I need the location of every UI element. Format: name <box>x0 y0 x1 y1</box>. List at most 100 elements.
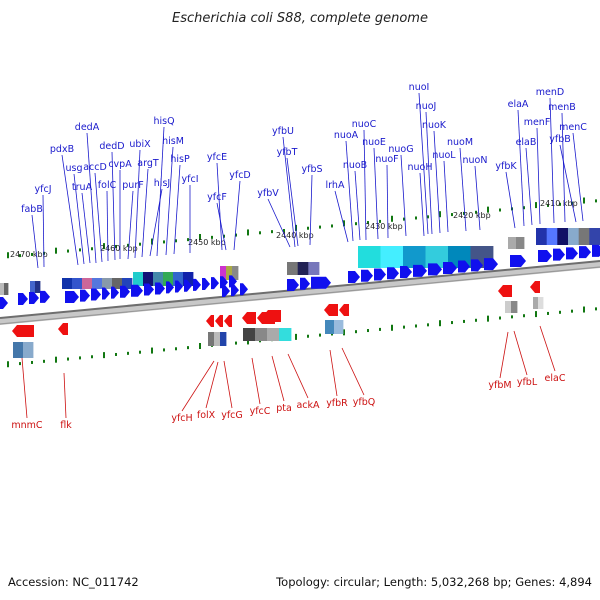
feature-block <box>133 272 144 286</box>
tick-mark-top <box>379 219 381 223</box>
scale-labels: 2470 kbp 2460 kbp 2450 kbp 2440 kbp 2430 kbp… <box>10 199 578 259</box>
forward-gene-arrow <box>102 287 110 300</box>
feature-block <box>226 266 233 280</box>
leader-line <box>400 154 407 237</box>
tick-mark-top <box>199 234 201 240</box>
leader-line <box>205 361 219 409</box>
reverse-gene-arrow <box>206 315 214 327</box>
feature-block <box>243 328 256 341</box>
scale-label: 2460 kbp <box>100 244 138 253</box>
tick-mark-bottom <box>511 315 513 319</box>
leader-line <box>517 109 525 227</box>
leader-line <box>42 194 45 268</box>
forward-gene-arrow <box>484 258 498 271</box>
feature-block <box>267 328 280 341</box>
feature-block <box>589 228 600 245</box>
tick-mark-bottom <box>19 362 21 366</box>
tick-mark-bottom <box>547 311 549 315</box>
tick-mark-top <box>427 215 429 219</box>
leader-line <box>363 129 367 241</box>
feature-block <box>13 342 24 358</box>
forward-gene-arrow <box>579 246 591 259</box>
tick-mark-top <box>319 225 321 229</box>
leader-line <box>443 160 449 233</box>
forward-gene-arrow <box>553 248 565 261</box>
gene-label-usg: usg <box>65 163 82 174</box>
forward-gene-arrow <box>300 277 310 290</box>
tick-mark-top <box>139 242 141 246</box>
tick-mark-bottom <box>31 360 33 364</box>
leader-line <box>419 172 425 237</box>
gene-label-hisP: hisP <box>170 154 190 165</box>
gene-label-hisM: hisM <box>162 136 184 147</box>
gene-label-yfcC: yfcC <box>250 406 271 417</box>
gene-label-yfbQ: yfbQ <box>353 397 375 408</box>
gene-label-folC: folC <box>98 180 117 191</box>
feature-block <box>220 332 227 346</box>
gene-label-yfcF: yfcF <box>207 192 227 203</box>
gene-label-yfcD: yfcD <box>229 170 251 181</box>
forward-gene-arrow <box>166 281 174 294</box>
leader-line <box>181 360 215 412</box>
tick-mark-top <box>559 202 561 206</box>
feature-block <box>334 320 344 334</box>
tick-mark-bottom <box>151 347 153 354</box>
tick-mark-top <box>151 238 153 245</box>
forward-gene-arrow <box>29 291 39 304</box>
gene-label-nuoH: nuoH <box>408 162 433 173</box>
gene-label-yfcI: yfcI <box>182 174 199 185</box>
tick-mark-bottom <box>127 351 129 355</box>
tick-mark-bottom <box>139 350 141 354</box>
forward-gene-arrow <box>155 282 165 295</box>
tick-mark-bottom <box>463 319 465 323</box>
tick-mark-top <box>451 213 453 217</box>
feature-block <box>23 342 34 358</box>
leader-line <box>81 192 91 264</box>
gene-label-argT: argT <box>137 158 159 169</box>
tick-mark-bottom <box>415 324 417 328</box>
gene-label-elaA: elaA <box>508 99 529 110</box>
leader-line <box>539 325 556 372</box>
feature-block <box>279 328 292 341</box>
feature-block <box>533 297 539 309</box>
reverse-gene-arrow <box>224 315 232 327</box>
tick-mark-bottom <box>523 314 525 318</box>
leader-line <box>216 202 227 251</box>
feature-block <box>308 262 320 275</box>
gene-label-flk: flk <box>60 420 72 431</box>
gene-label-pta: pta <box>276 403 292 414</box>
feature-block <box>35 281 41 293</box>
tick-mark-top <box>403 217 405 221</box>
gene-label-mnmC: mnmC <box>11 420 43 431</box>
gene-label-nuoK: nuoK <box>422 120 447 131</box>
gene-label-yfbR: yfbR <box>326 398 348 409</box>
feature-block <box>208 332 215 346</box>
tick-mark-top <box>127 243 129 247</box>
scale-label: 2470 kbp <box>10 250 48 259</box>
feature-block <box>82 278 93 289</box>
leader-line <box>251 357 261 405</box>
leader-line <box>513 330 528 376</box>
leader-line <box>106 190 109 262</box>
forward-gene-arrow <box>510 255 526 267</box>
tick-mark-top <box>439 211 441 218</box>
feature-block <box>508 237 517 249</box>
leader-line <box>286 157 299 247</box>
leader-line <box>425 111 433 235</box>
tick-mark-bottom <box>343 329 345 336</box>
forward-gene-arrow <box>413 264 427 277</box>
leader-line <box>334 190 349 243</box>
tick-mark-top <box>523 206 525 210</box>
forward-gene-arrow <box>311 276 331 289</box>
forward-gene-arrow <box>202 277 210 290</box>
feature-block <box>536 228 548 245</box>
tick-mark-top <box>547 203 549 207</box>
gene-label-dedD: dedD <box>99 141 124 152</box>
forward-gene-arrow <box>144 283 154 296</box>
feature-block <box>102 278 113 289</box>
leader-line <box>341 347 365 396</box>
feature-block <box>557 228 569 245</box>
feature-block <box>538 297 544 309</box>
forward-gene-arrow <box>361 269 373 282</box>
tick-mark-bottom <box>307 334 309 338</box>
